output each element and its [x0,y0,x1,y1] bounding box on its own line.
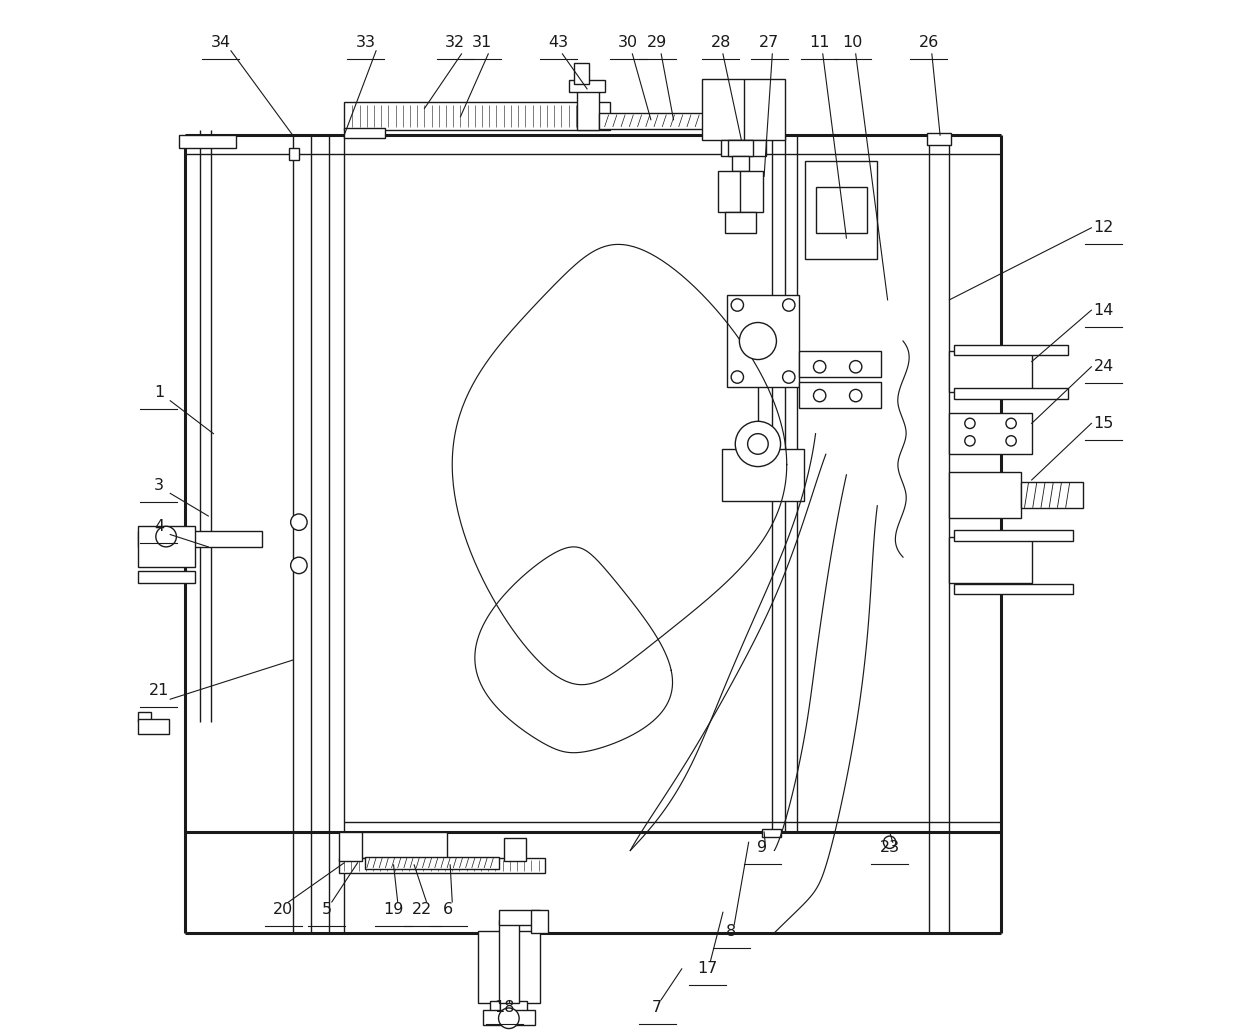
Bar [950,472,1022,518]
Text: 28: 28 [711,35,732,51]
Bar [339,832,362,861]
Circle shape [883,836,895,848]
Bar [498,910,539,925]
Bar [365,857,498,869]
Bar [1022,482,1084,508]
Bar [720,140,766,156]
Bar [722,449,805,501]
Bar [532,910,548,933]
Bar [139,571,195,583]
Bar [950,413,1032,454]
Text: 27: 27 [759,35,780,51]
Circle shape [732,370,744,383]
Bar [799,351,882,377]
Bar [950,351,1032,392]
Text: 14: 14 [1094,302,1114,318]
Bar [955,345,1068,355]
Text: 43: 43 [548,35,568,51]
Text: 4: 4 [154,519,164,534]
Bar [926,133,951,146]
Circle shape [782,370,795,383]
Circle shape [748,433,769,454]
Text: 24: 24 [1094,359,1114,375]
Circle shape [782,299,795,312]
Text: 19: 19 [383,902,404,916]
Circle shape [1006,418,1017,428]
Text: 12: 12 [1094,220,1114,235]
Bar [955,584,1073,594]
Bar [702,78,785,140]
Bar [805,161,878,259]
Circle shape [739,323,776,359]
Text: 23: 23 [879,840,900,854]
Circle shape [813,360,826,373]
Bar [950,537,1032,583]
Bar [568,79,605,92]
Text: 15: 15 [1094,416,1114,431]
Text: 11: 11 [810,35,830,51]
Text: 3: 3 [154,478,164,492]
Bar [484,1010,534,1026]
Bar [180,135,236,148]
Text: 17: 17 [697,962,718,976]
Bar [816,187,867,233]
Text: 10: 10 [842,35,863,51]
Text: 21: 21 [149,683,169,699]
Bar [345,102,610,130]
Bar [490,1001,527,1013]
Bar [139,711,151,721]
Bar [599,112,723,129]
Text: 33: 33 [356,35,376,51]
Text: 5: 5 [321,902,332,916]
Circle shape [965,436,975,446]
Text: 22: 22 [412,902,433,916]
Text: 30: 30 [619,35,639,51]
Bar [728,140,753,156]
Text: 20: 20 [273,902,294,916]
Circle shape [849,360,862,373]
Bar [763,829,780,837]
Text: 6: 6 [443,902,453,916]
Circle shape [156,526,176,547]
Text: 7: 7 [652,1000,662,1015]
Bar [345,832,448,858]
Text: 31: 31 [472,35,492,51]
Text: 9: 9 [756,840,768,854]
Text: 26: 26 [919,35,939,51]
Text: 34: 34 [211,35,231,51]
Bar [289,148,299,160]
Circle shape [732,299,744,312]
Bar [955,388,1068,398]
Bar [339,858,544,873]
Bar [955,530,1073,541]
Bar [139,718,169,734]
Bar [723,106,742,137]
Bar [577,84,599,130]
Text: 8: 8 [727,925,737,939]
Bar [139,531,262,547]
Circle shape [290,514,308,530]
Bar [477,931,539,1003]
Circle shape [813,389,826,401]
Bar [503,838,526,861]
Bar [727,295,799,387]
Bar [574,63,589,84]
Text: 1: 1 [154,385,164,400]
Bar [799,382,882,408]
Text: 18: 18 [495,1000,515,1015]
Bar [498,921,520,1003]
Circle shape [498,1008,520,1029]
Text: 32: 32 [445,35,465,51]
Bar [139,526,195,568]
Circle shape [965,418,975,428]
Bar [345,128,386,138]
Circle shape [290,557,308,574]
Bar [718,171,763,213]
Circle shape [1006,436,1017,446]
Circle shape [849,389,862,401]
Bar [732,156,749,171]
Bar [725,213,756,233]
Text: 29: 29 [647,35,667,51]
Circle shape [735,421,780,466]
